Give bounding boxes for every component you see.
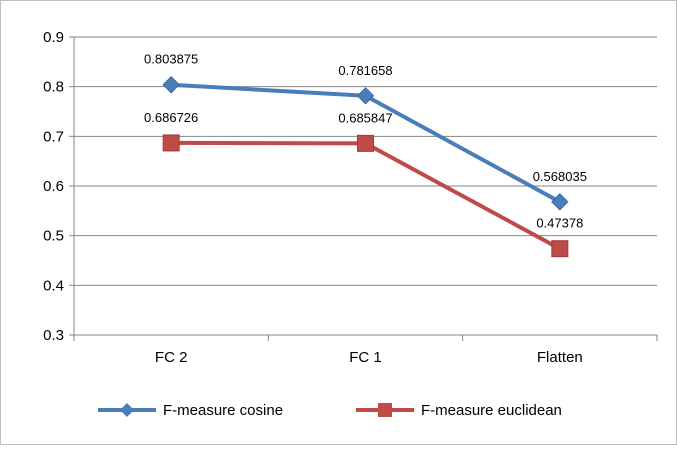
x-tick-label: FC 2 [155, 349, 188, 366]
x-tick-label: FC 1 [349, 349, 382, 366]
y-tick-label: 0.4 [43, 277, 64, 294]
legend-label: F-measure cosine [163, 402, 283, 419]
data-point-marker [162, 76, 180, 94]
data-label: 0.686726 [144, 110, 198, 125]
data-labels: 0.803875 0.781658 0.568035 0.686726 0.685847… [144, 52, 587, 231]
data-point-marker [357, 134, 374, 152]
y-tick-label: 0.7 [43, 128, 64, 145]
data-label: 0.803875 [144, 52, 198, 67]
data-point-marker [162, 134, 180, 152]
data-label: 0.685847 [338, 110, 392, 125]
legend-marker-square [378, 403, 392, 417]
series [162, 76, 569, 258]
legend-marker-diamond [120, 403, 134, 417]
y-tick-label: 0.3 [43, 327, 64, 344]
data-label: 0.47378 [536, 216, 583, 231]
y-tick-label: 0.5 [43, 228, 64, 245]
series-line-euclidean [171, 140, 561, 251]
legend: F-measure cosine F-measure euclidean [98, 402, 562, 419]
data-point-marker [356, 87, 375, 105]
data-label: 0.568035 [533, 169, 587, 184]
axes: 0.3 0.4 0.5 0.6 0.7 0.8 0.9 FC 2 FC 1 Flatten [43, 29, 658, 366]
legend-label: F-measure euclidean [421, 402, 562, 419]
data-point-marker [551, 240, 569, 258]
y-tick-label: 0.9 [43, 29, 64, 46]
data-label: 0.781658 [338, 63, 392, 78]
gridlines [74, 36, 657, 336]
y-tick-label: 0.8 [43, 79, 64, 96]
x-tick-label: Flatten [537, 349, 583, 366]
y-tick-label: 0.6 [43, 178, 64, 195]
data-point-marker [551, 193, 569, 211]
